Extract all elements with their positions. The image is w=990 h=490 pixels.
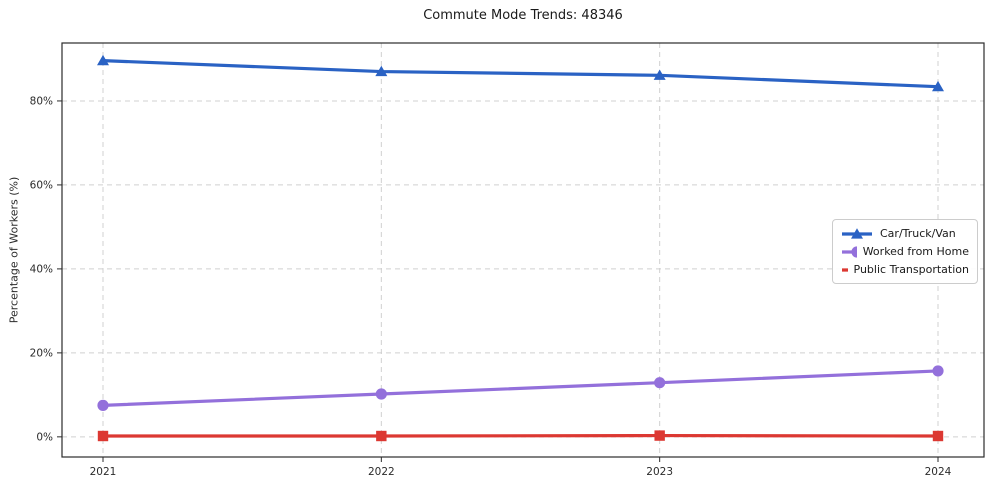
legend-label: Worked from Home (862, 245, 969, 258)
series-line (101, 59, 940, 89)
square-marker (654, 430, 665, 441)
legend-item-worked-from-home: Worked from Home (840, 244, 969, 259)
x-tick-label: 2023 (646, 466, 673, 478)
line-marker-sample-icon (842, 267, 848, 272)
triangle-marker (97, 54, 109, 66)
legend: Car/Truck/Van Worked from Home Public Tr… (832, 219, 978, 284)
series-line (101, 369, 940, 407)
triangle-marker (851, 227, 863, 239)
circle-marker (851, 245, 857, 258)
square-marker (376, 430, 387, 442)
y-tick-label: 60% (30, 179, 53, 191)
triangle-marker (932, 80, 944, 92)
y-tick-label: 40% (30, 263, 53, 275)
x-tick-label: 2022 (368, 466, 395, 478)
triangle-marker (375, 65, 388, 77)
line-marker-sample-icon (842, 227, 872, 239)
legend-item-public-transportation: Public Transportation (840, 262, 969, 277)
circle-marker (654, 377, 666, 389)
legend-label: Car/Truck/Van (880, 227, 956, 240)
circle-marker (375, 388, 387, 400)
x-tick-label: 2021 (90, 466, 117, 478)
chart-title: Commute Mode Trends: 48346 (423, 8, 623, 23)
y-tick-label: 80% (30, 95, 53, 107)
triangle-marker (653, 69, 666, 80)
y-tick-label: 20% (30, 347, 53, 359)
y-tick-label: 0% (36, 431, 53, 443)
circle-marker (97, 399, 109, 411)
square-marker (932, 430, 944, 442)
x-tick-label: 2024 (925, 466, 952, 478)
legend-item-car-truck-van: Car/Truck/Van (840, 226, 969, 241)
square-marker (97, 430, 109, 442)
line-marker-sample-icon (842, 245, 857, 258)
legend-label: Public Transportation (853, 263, 969, 276)
axes-border (61, 42, 985, 458)
circle-marker (932, 365, 944, 377)
